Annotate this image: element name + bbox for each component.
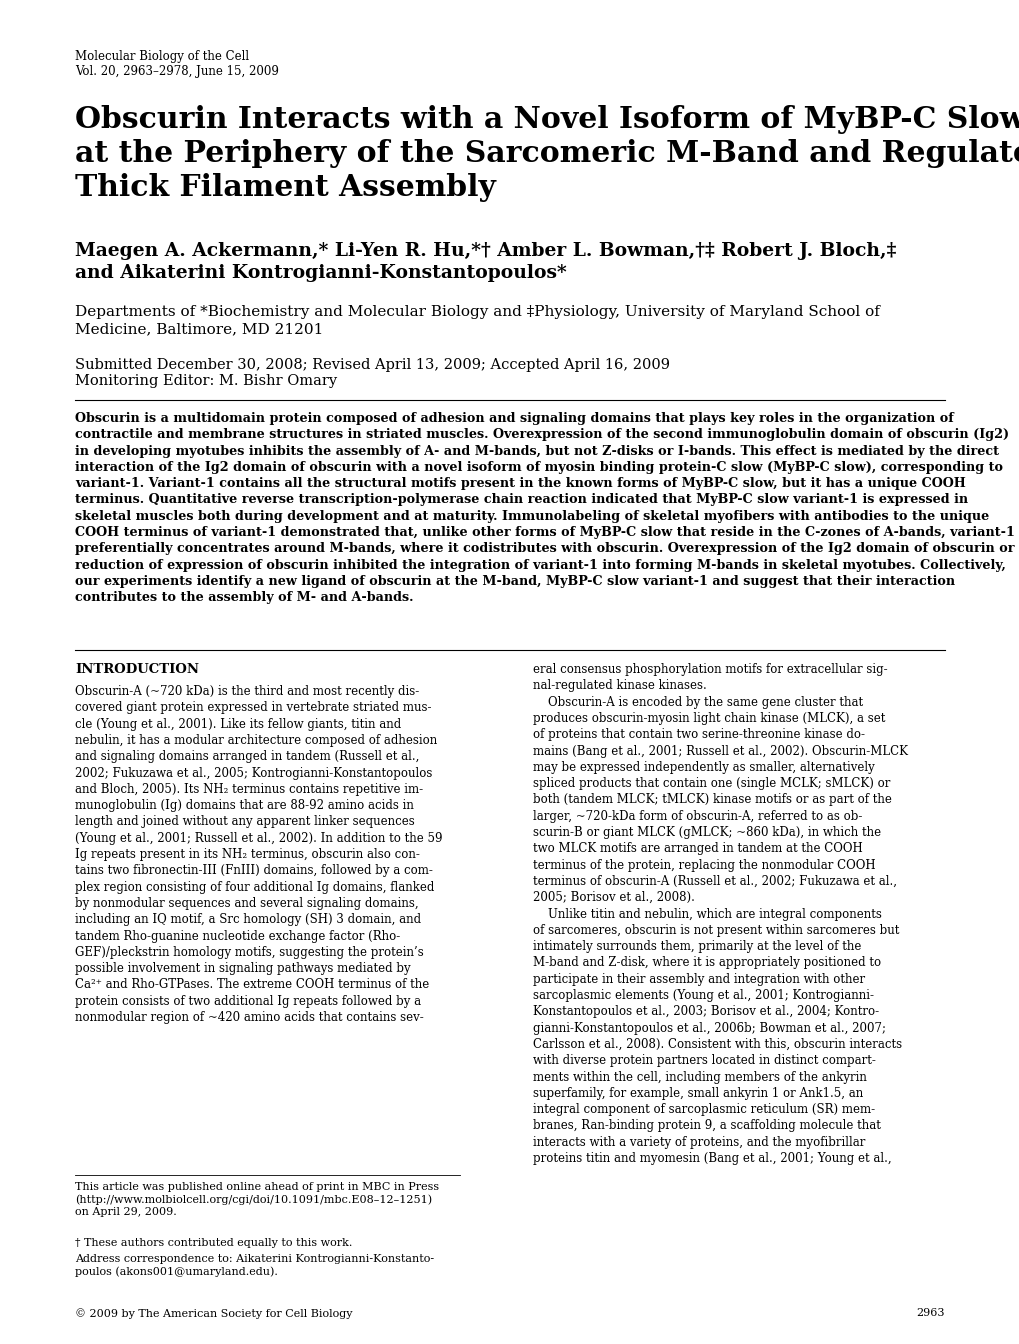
Text: Submitted December 30, 2008; Revised April 13, 2009; Accepted April 16, 2009: Submitted December 30, 2008; Revised Apr… [75, 358, 669, 372]
Text: Monitoring Editor: M. Bishr Omary: Monitoring Editor: M. Bishr Omary [75, 374, 337, 388]
Text: INTRODUCTION: INTRODUCTION [75, 663, 199, 676]
Text: Departments of *Biochemistry and Molecular Biology and ‡Physiology, University o: Departments of *Biochemistry and Molecul… [75, 305, 879, 336]
Text: Maegen A. Ackermann,* Li-Yen R. Hu,*† Amber L. Bowman,†‡ Robert J. Bloch,‡
and A: Maegen A. Ackermann,* Li-Yen R. Hu,*† Am… [75, 242, 896, 282]
Text: Vol. 20, 2963–2978, June 15, 2009: Vol. 20, 2963–2978, June 15, 2009 [75, 65, 278, 78]
Text: Obscurin Interacts with a Novel Isoform of MyBP-C Slow
at the Periphery of the S: Obscurin Interacts with a Novel Isoform … [75, 105, 1019, 202]
Text: © 2009 by The American Society for Cell Biology: © 2009 by The American Society for Cell … [75, 1308, 353, 1318]
Text: eral consensus phosphorylation motifs for extracellular sig-
nal-regulated kinas: eral consensus phosphorylation motifs fo… [533, 663, 907, 1165]
Text: † These authors contributed equally to this work.: † These authors contributed equally to t… [75, 1238, 352, 1249]
Text: This article was published online ahead of print in MBC in Press
(http://www.mol: This article was published online ahead … [75, 1181, 439, 1218]
Text: 2963: 2963 [916, 1308, 944, 1318]
Text: Obscurin-A (~720 kDa) is the third and most recently dis-
covered giant protein : Obscurin-A (~720 kDa) is the third and m… [75, 685, 442, 1024]
Text: Address correspondence to: Aikaterini Kontrogianni-Konstanto-
poulos (akons001@u: Address correspondence to: Aikaterini Ko… [75, 1254, 434, 1277]
Text: Obscurin is a multidomain protein composed of adhesion and signaling domains tha: Obscurin is a multidomain protein compos… [75, 413, 1014, 605]
Text: Molecular Biology of the Cell: Molecular Biology of the Cell [75, 50, 249, 63]
